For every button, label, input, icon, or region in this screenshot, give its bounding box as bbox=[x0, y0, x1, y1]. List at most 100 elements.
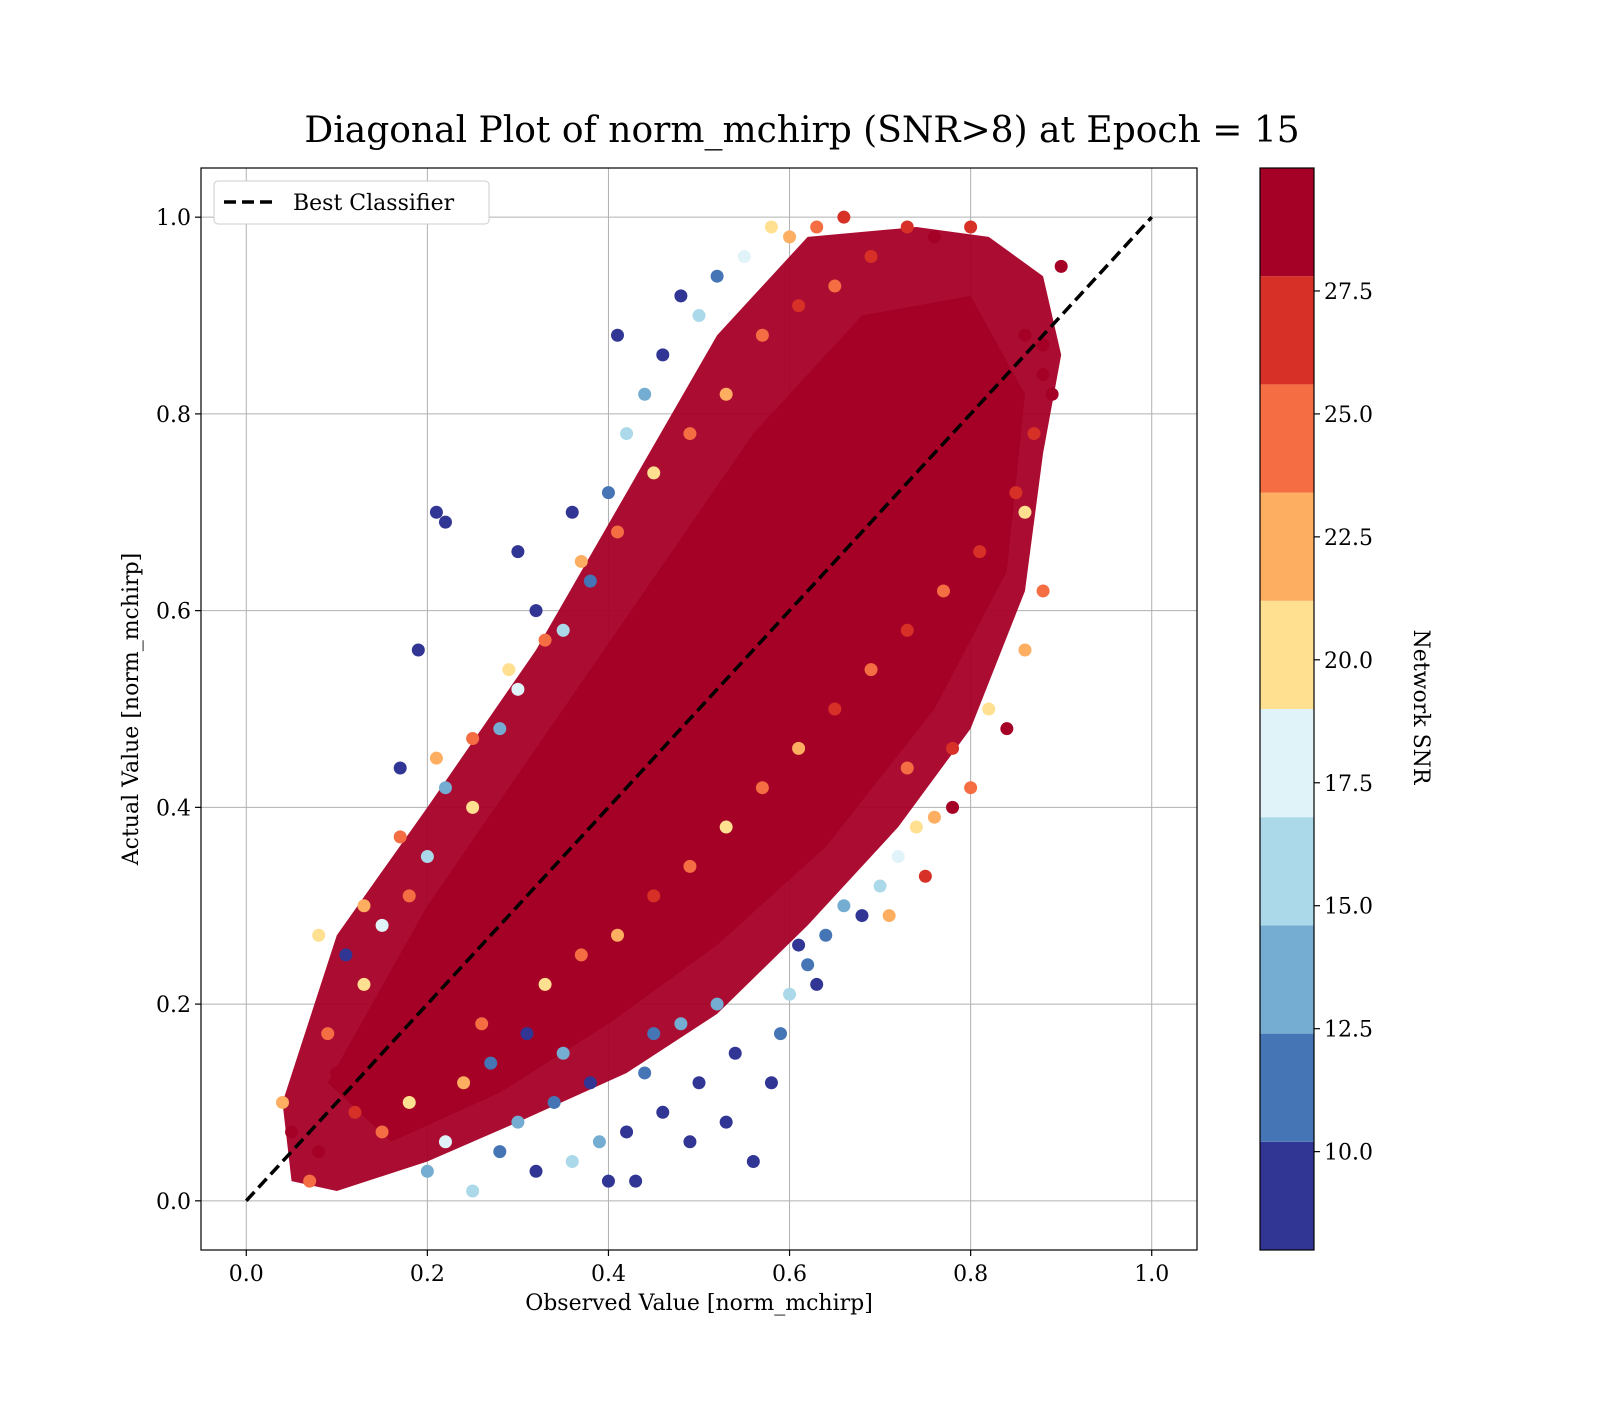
scatter-point bbox=[755, 328, 769, 342]
scatter-point bbox=[493, 1145, 507, 1159]
colorbar-segment bbox=[1260, 709, 1314, 818]
scatter-point bbox=[574, 554, 588, 568]
scatter-point bbox=[475, 909, 489, 923]
colorbar-tick-label: 17.5 bbox=[1324, 772, 1373, 797]
scatter-point bbox=[946, 397, 960, 411]
scatter-point bbox=[964, 446, 978, 460]
scatter-point bbox=[737, 250, 751, 264]
scatter-point bbox=[601, 1174, 615, 1188]
scatter-point bbox=[611, 928, 625, 942]
scatter-point bbox=[429, 505, 443, 519]
colorbar-segment bbox=[1260, 1141, 1314, 1250]
scatter-point bbox=[638, 1066, 652, 1080]
scatter-point bbox=[1000, 722, 1014, 736]
x-tick-label: 1.0 bbox=[1134, 1262, 1169, 1287]
scatter-point bbox=[511, 682, 525, 696]
scatter-point bbox=[964, 220, 978, 234]
scatter-point bbox=[927, 230, 941, 244]
scatter-point bbox=[710, 269, 724, 283]
scatter-point bbox=[873, 476, 887, 490]
scatter-point bbox=[366, 1027, 380, 1041]
scatter-point bbox=[275, 1095, 289, 1109]
scatter-point bbox=[864, 250, 878, 264]
scatter-point bbox=[819, 928, 833, 942]
scatter-point bbox=[466, 800, 480, 814]
colorbar-frame bbox=[1259, 167, 1315, 1251]
legend-entry-best-classifier: Best Classifier bbox=[293, 191, 455, 216]
scatter-point bbox=[547, 1095, 561, 1109]
x-tick-label: 0.4 bbox=[591, 1262, 626, 1287]
scatter-point bbox=[692, 1076, 706, 1090]
y-tick-label: 1.0 bbox=[156, 206, 191, 231]
scatter-point bbox=[511, 1115, 525, 1129]
scatter-point bbox=[420, 1164, 434, 1178]
scatter-point bbox=[764, 594, 778, 608]
scatter-point bbox=[583, 574, 597, 588]
colorbar-tick-label: 15.0 bbox=[1324, 895, 1373, 920]
scatter-point bbox=[438, 1135, 452, 1149]
scatter-point bbox=[601, 840, 615, 854]
scatter-point bbox=[629, 1174, 643, 1188]
scatter-point bbox=[909, 436, 923, 450]
scatter-point bbox=[710, 722, 724, 736]
scatter-point bbox=[855, 909, 869, 923]
legend-box bbox=[213, 180, 490, 225]
scatter-point bbox=[312, 928, 326, 942]
scatter-point bbox=[719, 1115, 733, 1129]
scatter-point bbox=[746, 1154, 760, 1168]
scatter-point bbox=[746, 682, 760, 696]
scatter-point bbox=[810, 977, 824, 991]
scatter-point bbox=[982, 702, 996, 716]
scatter-point bbox=[773, 1027, 787, 1041]
scatter-point bbox=[973, 545, 987, 559]
scatter-point bbox=[710, 997, 724, 1011]
scatter-point bbox=[792, 741, 806, 755]
scatter-core-region bbox=[327, 295, 1025, 1142]
scatter-point bbox=[466, 1184, 480, 1198]
scatter-point bbox=[719, 820, 733, 834]
scatter-point bbox=[964, 781, 978, 795]
scatter-point bbox=[375, 1125, 389, 1139]
scatter-point bbox=[511, 869, 525, 883]
y-tick-label: 0.0 bbox=[156, 1190, 191, 1215]
scatter-point bbox=[946, 741, 960, 755]
scatter-point bbox=[638, 800, 652, 814]
scatter-point bbox=[674, 1017, 688, 1031]
scatter-point bbox=[927, 486, 941, 500]
scatter-points bbox=[275, 210, 1068, 1198]
scatter-point bbox=[647, 1027, 661, 1041]
scatter-point bbox=[909, 820, 923, 834]
scatter-point bbox=[466, 732, 480, 746]
scatter-point bbox=[638, 387, 652, 401]
scatter-point bbox=[656, 712, 670, 726]
colorbar-tick-label: 12.5 bbox=[1324, 1018, 1373, 1043]
scatter-point bbox=[810, 220, 824, 234]
scatter-point bbox=[330, 1066, 344, 1080]
scatter-point bbox=[375, 918, 389, 932]
scatter-point bbox=[556, 623, 570, 637]
scatter-point bbox=[1036, 368, 1050, 382]
scatter-point bbox=[819, 604, 833, 618]
scatter-point bbox=[946, 800, 960, 814]
scatter-point bbox=[592, 1135, 606, 1149]
scatter-point bbox=[891, 850, 905, 864]
scatter-point bbox=[402, 1095, 416, 1109]
scatter-point bbox=[674, 289, 688, 303]
scatter-point bbox=[1018, 505, 1032, 519]
scatter-point bbox=[429, 751, 443, 765]
scatter-point bbox=[1018, 643, 1032, 657]
scatter-point bbox=[837, 210, 851, 224]
y-tick-label: 0.2 bbox=[156, 993, 191, 1018]
scatter-point bbox=[1045, 387, 1059, 401]
scatter-point bbox=[864, 663, 878, 677]
scatter-point bbox=[348, 1105, 362, 1119]
scatter-point bbox=[656, 1105, 670, 1119]
scatter-point bbox=[420, 1036, 434, 1050]
scatter-point bbox=[828, 279, 842, 293]
scatter-point bbox=[982, 358, 996, 372]
scatter-point bbox=[783, 643, 797, 657]
scatter-point bbox=[674, 761, 688, 775]
y-tick-label: 0.8 bbox=[156, 403, 191, 428]
